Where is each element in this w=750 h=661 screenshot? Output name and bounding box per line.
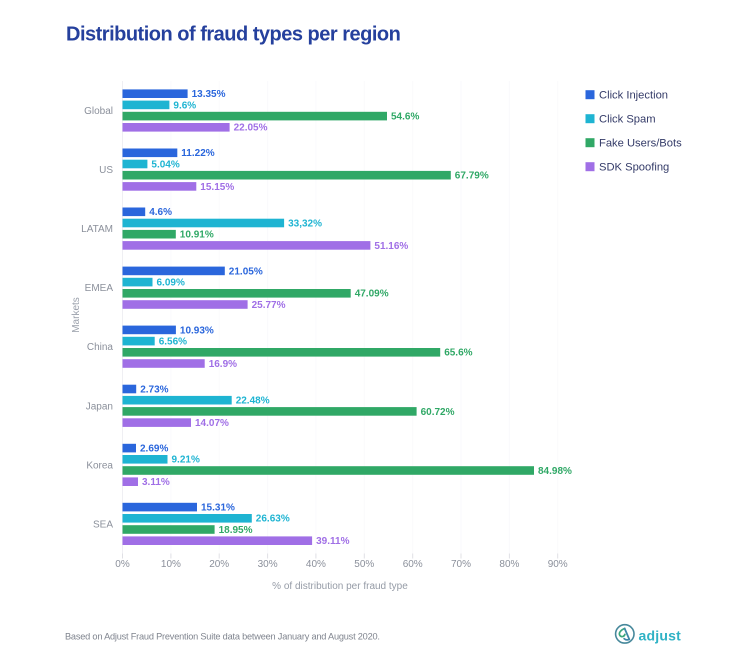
svg-text:40%: 40% <box>306 559 326 570</box>
svg-text:China: China <box>87 342 114 353</box>
svg-text:LATAM: LATAM <box>81 224 113 235</box>
svg-text:33,32%: 33,32% <box>288 218 322 229</box>
svg-text:2.73%: 2.73% <box>140 384 168 395</box>
svg-text:2.69%: 2.69% <box>140 444 168 455</box>
svg-text:26.63%: 26.63% <box>256 514 290 525</box>
svg-text:10%: 10% <box>161 559 181 570</box>
svg-text:US: US <box>99 165 113 176</box>
svg-text:10.91%: 10.91% <box>180 230 214 241</box>
svg-text:Fake Users/Bots: Fake Users/Bots <box>599 138 682 150</box>
svg-text:Japan: Japan <box>86 401 113 412</box>
svg-text:67.79%: 67.79% <box>455 171 489 182</box>
svg-text:15.15%: 15.15% <box>200 182 234 193</box>
svg-text:3.11%: 3.11% <box>142 477 170 488</box>
svg-text:4.6%: 4.6% <box>149 207 172 218</box>
svg-text:39.11%: 39.11% <box>316 536 349 547</box>
svg-text:14.07%: 14.07% <box>195 418 229 429</box>
svg-text:65.6%: 65.6% <box>444 348 472 359</box>
svg-text:16.9%: 16.9% <box>209 359 237 370</box>
svg-text:adjust: adjust <box>639 628 682 644</box>
svg-text:22.05%: 22.05% <box>234 123 268 134</box>
svg-text:SEA: SEA <box>93 519 113 530</box>
svg-text:6.09%: 6.09% <box>157 278 185 289</box>
svg-text:70%: 70% <box>451 559 471 570</box>
svg-text:Click Injection: Click Injection <box>599 90 668 102</box>
svg-text:Korea: Korea <box>86 460 113 471</box>
svg-text:10.93%: 10.93% <box>180 325 214 336</box>
svg-text:80%: 80% <box>499 559 519 570</box>
svg-text:13.35%: 13.35% <box>192 89 226 100</box>
svg-text:% of distribution per fraud ty: % of distribution per fraud type <box>272 581 408 592</box>
svg-text:11.22%: 11.22% <box>181 148 214 159</box>
svg-text:20%: 20% <box>209 559 229 570</box>
svg-text:Click Spam: Click Spam <box>599 114 656 126</box>
svg-text:47.09%: 47.09% <box>355 289 389 300</box>
svg-text:51.16%: 51.16% <box>374 241 408 252</box>
svg-text:0%: 0% <box>115 559 130 570</box>
svg-text:6.56%: 6.56% <box>159 337 187 348</box>
svg-text:Based on Adjust Fraud Preventi: Based on Adjust Fraud Prevention Suite d… <box>65 632 380 642</box>
svg-text:60.72%: 60.72% <box>421 407 455 418</box>
svg-text:30%: 30% <box>258 559 278 570</box>
svg-text:90%: 90% <box>548 559 568 570</box>
svg-text:21.05%: 21.05% <box>229 266 263 277</box>
svg-text:50%: 50% <box>354 559 374 570</box>
svg-text:60%: 60% <box>403 559 423 570</box>
svg-text:Markets: Markets <box>71 297 82 333</box>
svg-text:Global: Global <box>84 106 113 117</box>
svg-text:EMEA: EMEA <box>85 283 114 294</box>
svg-text:54.6%: 54.6% <box>391 112 419 123</box>
svg-text:9.6%: 9.6% <box>173 100 196 111</box>
svg-text:22.48%: 22.48% <box>236 396 270 407</box>
svg-text:84.98%: 84.98% <box>538 466 572 477</box>
svg-text:15.31%: 15.31% <box>201 503 235 514</box>
svg-text:25.77%: 25.77% <box>252 300 286 311</box>
svg-text:Distribution of fraud types pe: Distribution of fraud types per region <box>66 24 400 46</box>
svg-text:18.95%: 18.95% <box>219 525 253 536</box>
svg-text:9.21%: 9.21% <box>172 455 200 466</box>
svg-text:SDK Spoofing: SDK Spoofing <box>599 162 669 174</box>
svg-text:5.04%: 5.04% <box>151 159 179 170</box>
